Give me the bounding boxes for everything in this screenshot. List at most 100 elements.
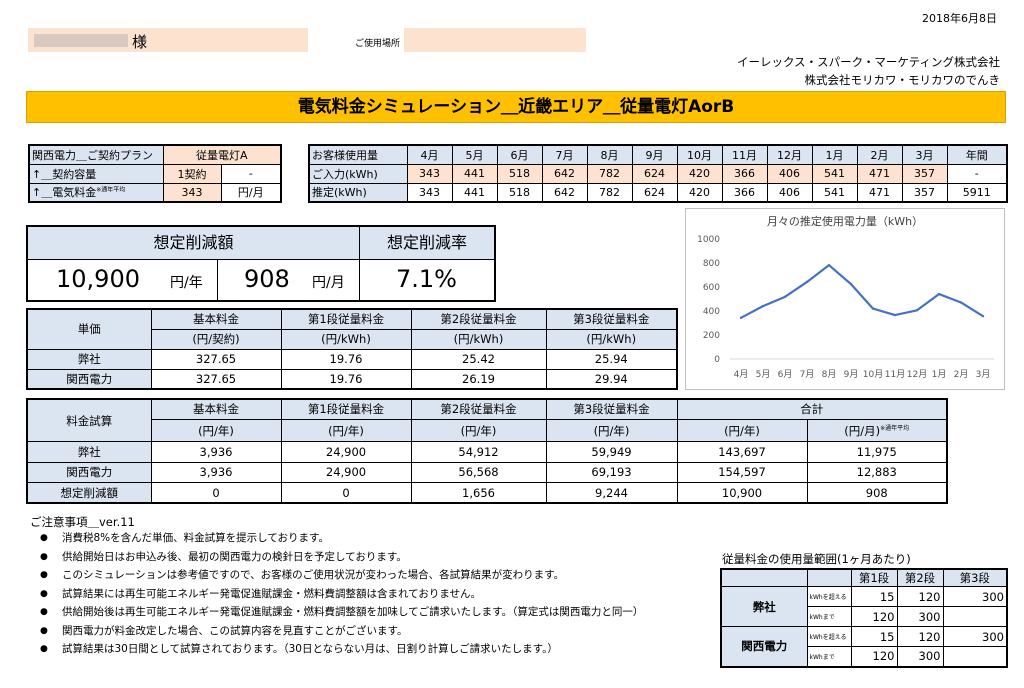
- note-item: 試算結果には再生可能エネルギー発電促進賦課金・燃料費調整額は含まれておりません。: [28, 585, 718, 604]
- calc-subheader: (円/年): [545, 418, 678, 443]
- usage-input-value: 343: [406, 163, 453, 184]
- data-point: [959, 301, 963, 304]
- tiers-table: 第1段 第2段 第3段 弊社 kWhを超える 15 120 300 kWhまで 120 300 関西…: [720, 568, 1008, 668]
- page-title: 電気料金シミュレーション＿近畿エリア＿従量電灯AorB: [297, 97, 735, 117]
- unit-price-subheader: (円/契約): [150, 328, 282, 350]
- tier-over-value: 120: [896, 586, 944, 607]
- unit-price-corner: 単価: [26, 308, 152, 350]
- capacity-extra: -: [220, 163, 282, 184]
- calc-header: 第3段従量料金: [545, 398, 678, 420]
- tier-header: 第1段: [850, 568, 898, 587]
- tier-header: 第3段: [942, 568, 1008, 587]
- x-tick-label: 5月: [756, 369, 771, 380]
- customer-name-box: 様: [28, 28, 308, 52]
- row-label: 想定削減額: [26, 482, 152, 504]
- tier-upto-value: 300: [896, 646, 944, 667]
- unit-price-value: 25.94: [545, 348, 678, 370]
- usage-input-value: 441: [451, 163, 498, 184]
- calc-total-header: 合計: [676, 398, 948, 420]
- data-point: [849, 282, 853, 286]
- calc-value: 24,900: [280, 461, 412, 484]
- usage-estimate-value: 366: [721, 182, 768, 203]
- data-point: [915, 309, 919, 312]
- calc-value: 3,936: [150, 441, 282, 463]
- savings-rate-label: 想定削減率: [386, 233, 467, 252]
- x-tick-label: 3月: [976, 369, 991, 380]
- tier-upto-value: [942, 606, 1008, 627]
- plan-value: 従量電灯A: [162, 144, 282, 165]
- savings-yearly-unit: 円/年: [170, 275, 203, 291]
- calc-value: 0: [150, 482, 282, 504]
- savings-monthly-value: 908: [244, 265, 290, 293]
- usage-input-annual: -: [946, 163, 1008, 184]
- calc-subheader: (円/年): [150, 418, 282, 443]
- unit-price-header: 第1段従量料金: [280, 308, 412, 330]
- usage-month-header: 5月: [451, 144, 498, 165]
- unit-price-header: 第3段従量料金: [545, 308, 678, 330]
- usage-estimate-value: 471: [856, 182, 903, 203]
- unit-price-header: 第2段従量料金: [410, 308, 547, 330]
- customer-suffix: 様: [132, 33, 148, 51]
- usage-month-header: 12月: [766, 144, 813, 165]
- row-label: 関西電力: [26, 461, 152, 484]
- calc-value: 908: [806, 482, 948, 504]
- note-item: 供給開始日はお申込み後、最初の関西電力の検針日を予定しております。: [28, 548, 718, 567]
- usage-month-header: 8月: [586, 144, 633, 165]
- usage-month-header: 1月: [811, 144, 858, 165]
- unit-price-value: 327.65: [150, 348, 282, 370]
- table-row: 弊社 3,936 24,900 54,912 59,949 143,697 11,975: [26, 441, 948, 463]
- usage-estimate-value: 343: [406, 182, 453, 203]
- notes-title: ご注意事項＿ver.11: [30, 515, 135, 529]
- savings-box: 想定削減額 想定削減率 10,900 円/年 908 円/月 7.1%: [26, 225, 496, 302]
- x-tick-label: 12月: [907, 369, 927, 380]
- tier-upto-label: kWhまで: [806, 606, 852, 627]
- y-tick-label: 400: [703, 307, 720, 317]
- plan-label: 関西電力＿ご契約プラン: [28, 144, 164, 165]
- usage-input-value: 471: [856, 163, 903, 184]
- tiers-corner: [720, 568, 808, 587]
- usage-input-label: ご入力(kWh): [308, 163, 408, 184]
- tiers-corner-2: [806, 568, 852, 587]
- table-row: 弊社 327.65 19.76 25.42 25.94: [26, 348, 678, 370]
- calc-total-month-header: (円/月)※通年平均: [806, 418, 948, 443]
- y-tick-label: 600: [703, 283, 720, 293]
- data-point: [761, 304, 765, 308]
- usage-month-header: 6月: [496, 144, 543, 165]
- fee-unit: 円/月: [220, 182, 282, 203]
- unit-price-subheader: (円/kWh): [545, 328, 678, 350]
- usage-input-value: 357: [901, 163, 948, 184]
- savings-rate-header: 想定削減率: [360, 227, 494, 260]
- usage-estimate-value: 406: [766, 182, 813, 203]
- contract-table: 関西電力＿ご契約プラン 従量電灯A ↑＿契約容量 1契約 - ↑＿電気料金※通年…: [28, 144, 282, 203]
- notes-list: 消費税8%を含んだ単価、料金試算を提示しております。供給開始日はお申込み後、最初…: [28, 529, 718, 659]
- unit-price-value: 327.65: [150, 368, 282, 390]
- data-point: [981, 314, 985, 318]
- capacity-value: 1契約: [162, 163, 222, 184]
- usage-estimate-value: 441: [451, 182, 498, 203]
- tier-group-label: 弊社: [720, 586, 808, 627]
- note-item: 消費税8%を含んだ単価、料金試算を提示しております。: [28, 529, 718, 548]
- tier-upto-value: [942, 646, 1008, 667]
- fee-note: ※通年平均: [96, 186, 126, 194]
- tier-over-value: 300: [942, 586, 1008, 607]
- location-box: [404, 28, 586, 52]
- unit-price-value: 25.42: [410, 348, 547, 370]
- note-item: 関西電力が料金改定した場合、この試算内容を見直すことがございます。: [28, 622, 718, 641]
- calc-value: 1,656: [410, 482, 547, 504]
- unit-price-value: 19.76: [280, 368, 412, 390]
- x-tick-label: 9月: [844, 369, 859, 380]
- usage-month-header: 2月: [856, 144, 903, 165]
- usage-estimate-value: 420: [676, 182, 723, 203]
- fee-label: ↑＿電気料金: [32, 186, 97, 200]
- chart-plot: 0 200 400 600 800 1000 4月 5月 6月 7月 8月 9月 10月 11月 12月 1月…: [697, 235, 994, 380]
- calc-value: 154,597: [676, 461, 808, 484]
- usage-month-header: 9月: [631, 144, 678, 165]
- calc-value: 54,912: [410, 441, 547, 463]
- capacity-label: ↑＿契約容量: [28, 163, 164, 184]
- usage-input-value: 420: [676, 163, 723, 184]
- x-tick-label: 6月: [778, 369, 793, 380]
- calc-value: 10,900: [676, 482, 808, 504]
- usage-estimate-value: 518: [496, 182, 543, 203]
- company-2: 株式会社モリカワ・モリカワのでんき: [804, 73, 1001, 87]
- usage-month-header: 11月: [721, 144, 768, 165]
